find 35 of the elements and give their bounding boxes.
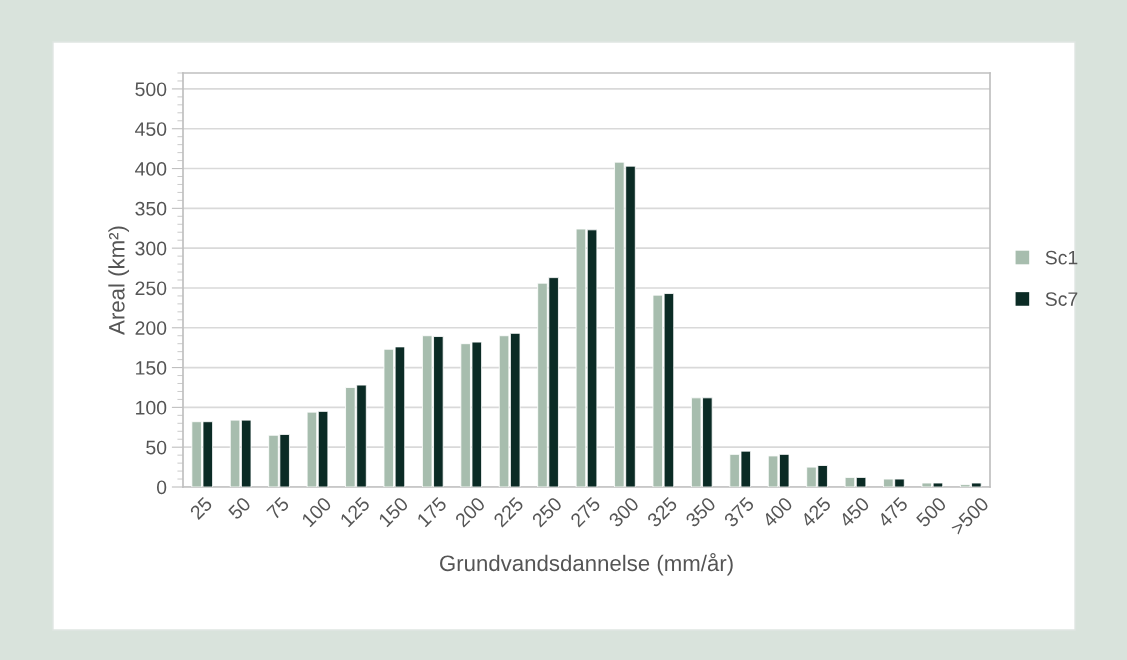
x-tick-label: 150 [377, 496, 409, 528]
x-tick-label: 250 [531, 496, 563, 528]
x-tick-label: 25 [189, 496, 213, 521]
x-tick-label: 125 [339, 496, 371, 528]
y-tick-label: 400 [135, 162, 167, 176]
x-tick-label: 175 [416, 496, 448, 528]
y-tick-label: 200 [135, 321, 167, 336]
y-tick-label: 100 [136, 400, 167, 415]
x-tick-label: 375 [723, 496, 755, 528]
x-tick-label: 325 [646, 496, 678, 528]
x-tick-label: 225 [492, 496, 525, 528]
x-tick-label: 275 [569, 496, 602, 528]
x-tick-label: 50 [227, 496, 252, 521]
x-tick-label: 425 [799, 496, 832, 529]
y-tick-label: 0 [156, 480, 167, 495]
y-tick-label: 250 [135, 281, 167, 296]
x-tick-label: 475 [876, 496, 909, 529]
legend-label: Sc1 [1045, 250, 1078, 265]
x-tick-label: 100 [301, 496, 333, 528]
y-tick-label: 350 [135, 201, 167, 216]
y-tick-label: 50 [146, 440, 167, 455]
y-tick-label: 500 [135, 82, 167, 97]
y-tick-label: 450 [135, 122, 167, 136]
x-tick-label: 450 [838, 496, 871, 529]
x-tick-label: 200 [454, 496, 486, 528]
x-tick-label: 300 [607, 496, 640, 528]
x-tick-label: 400 [761, 496, 794, 529]
y-tick-label: 150 [136, 361, 167, 375]
x-tick-label: 500 [915, 496, 947, 528]
legend-label: Sc7 [1045, 292, 1078, 306]
x-tick-label: 350 [684, 496, 717, 528]
x-tick-label: 75 [266, 496, 290, 521]
y-tick-label: 300 [135, 241, 167, 256]
y-axis-title: Areal (km²) [108, 226, 130, 335]
x-axis-title: Grundvandsdannelse (mm/år) [440, 553, 733, 576]
